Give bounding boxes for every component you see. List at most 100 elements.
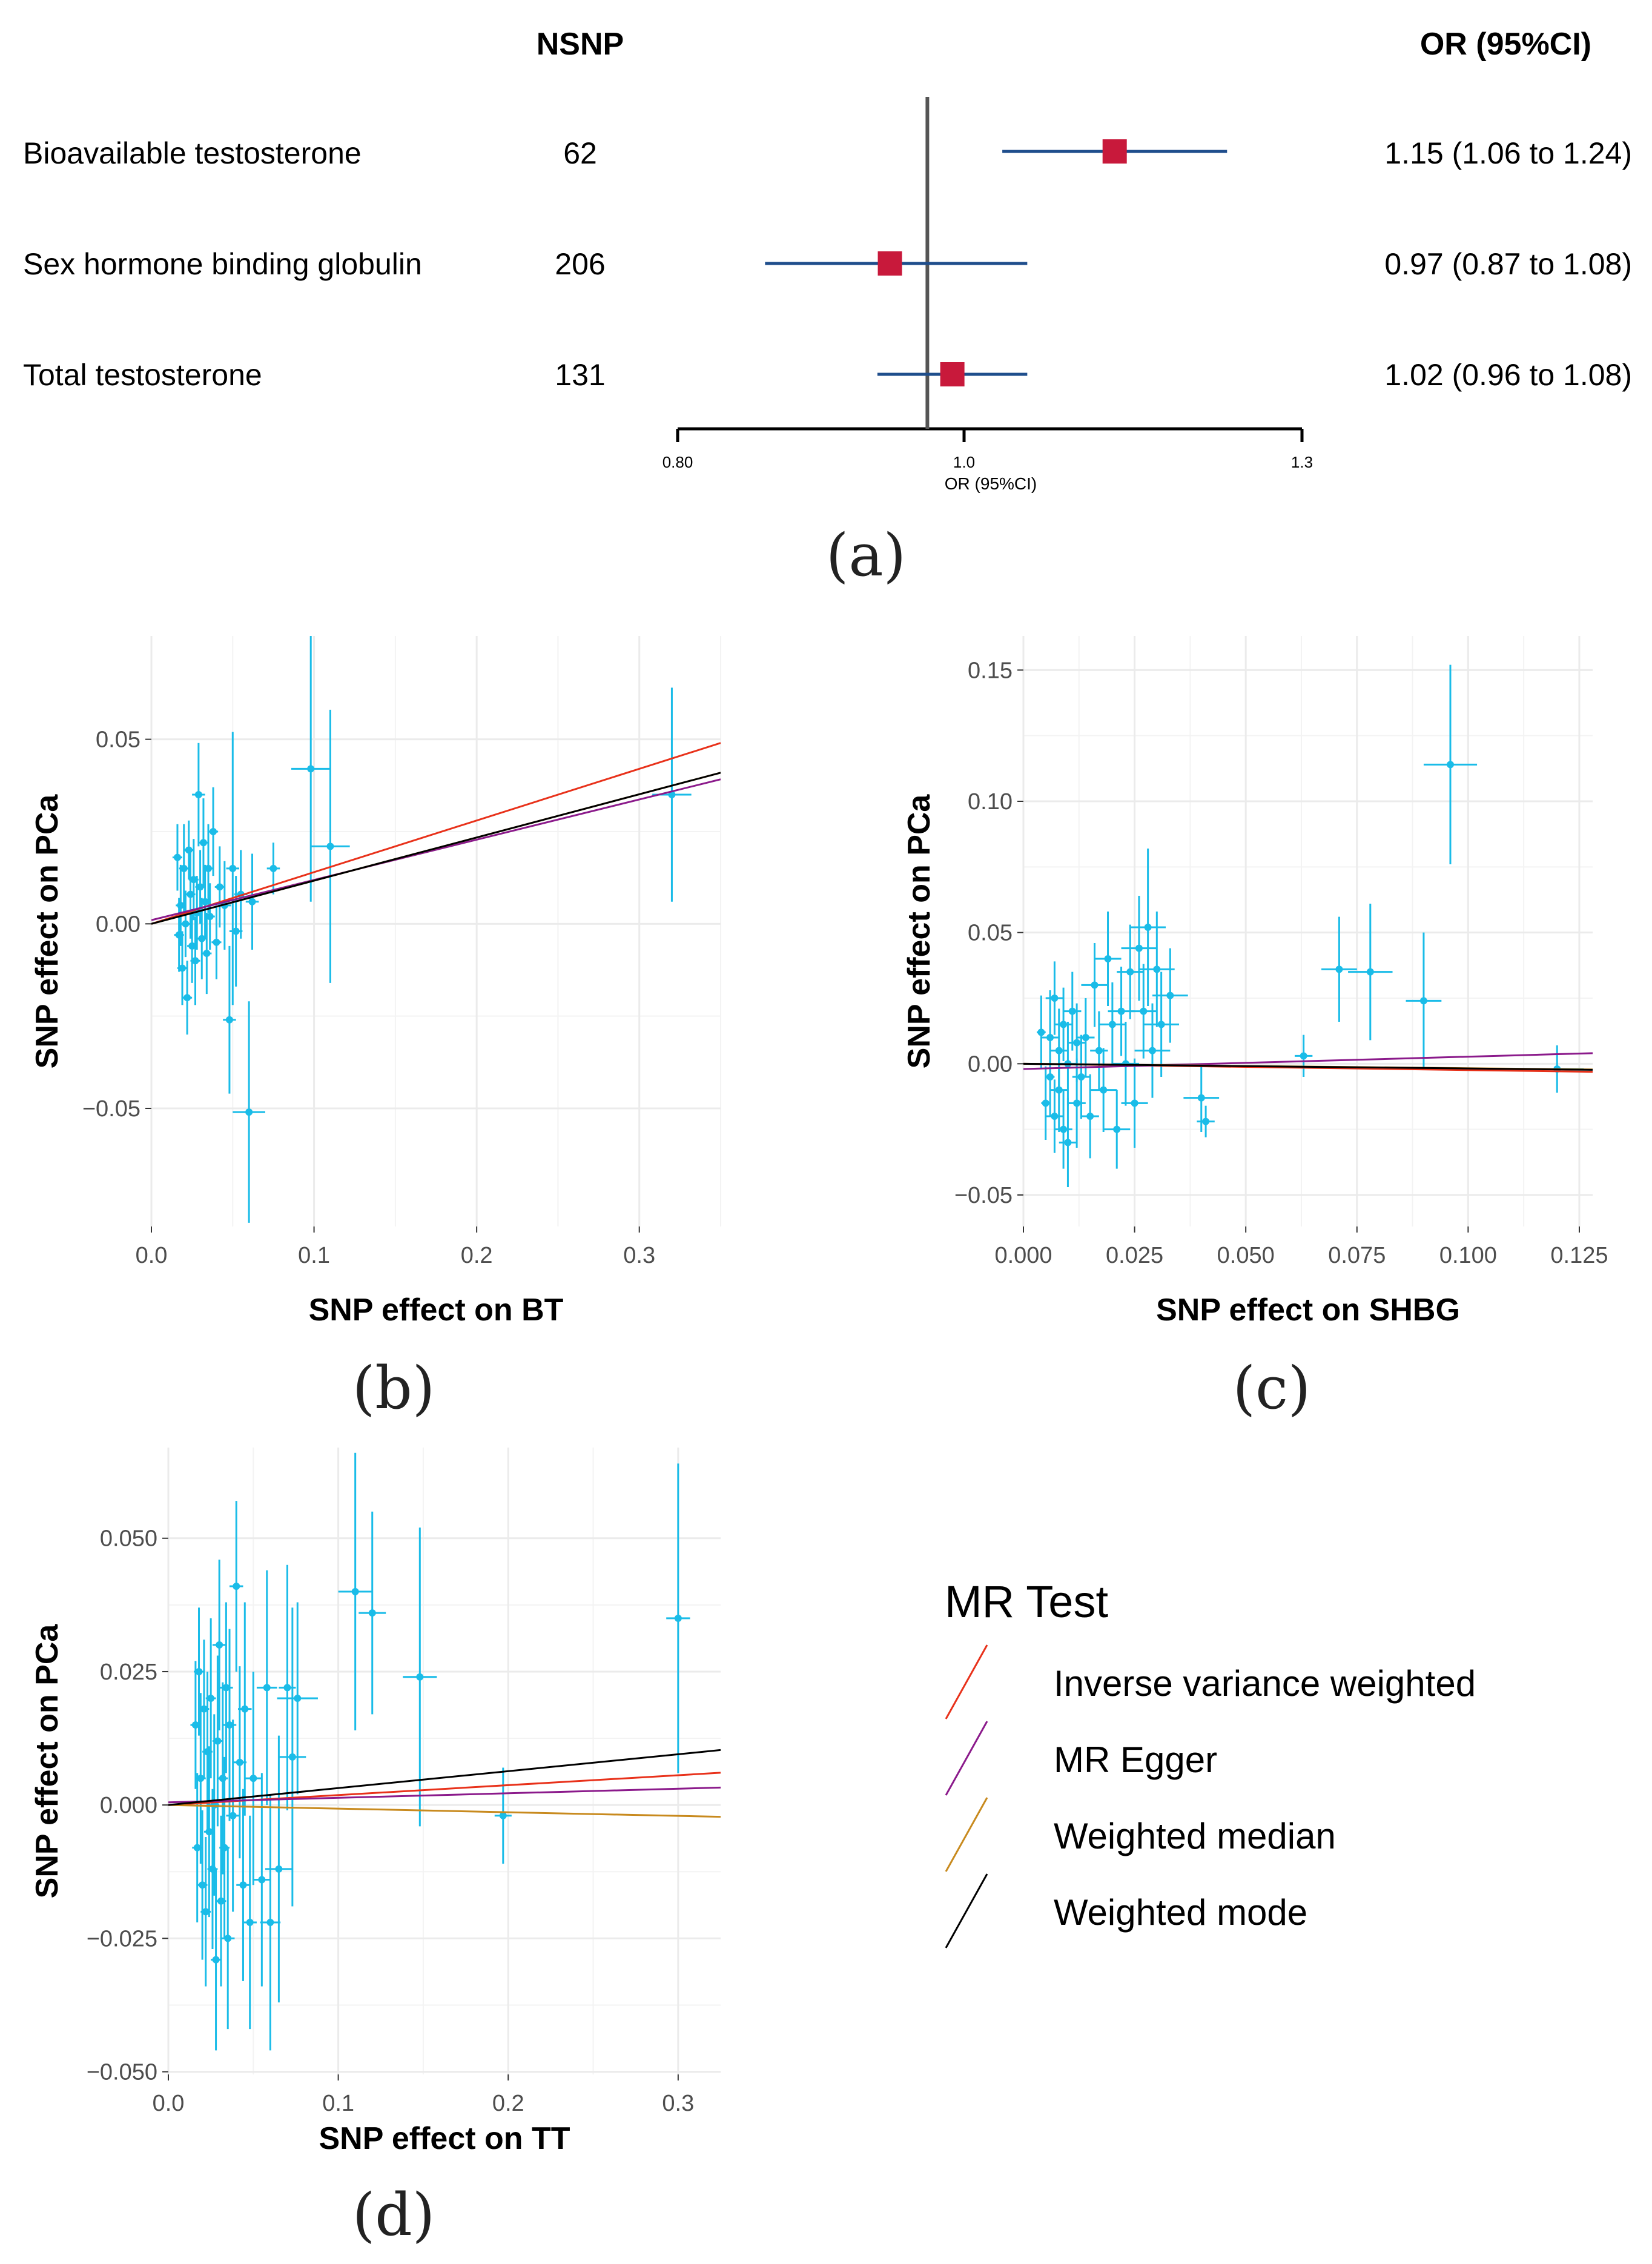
forest-row-or-3: 1.02 (0.96 to 1.08) xyxy=(1384,358,1632,392)
x-tick-label: 0.125 xyxy=(1550,1243,1608,1268)
y-tick-label: 0.05 xyxy=(968,921,1013,946)
data-point xyxy=(1153,965,1161,973)
forest-tick-label-3: 1.3 xyxy=(1291,453,1313,471)
data-point xyxy=(183,994,191,1002)
data-point xyxy=(202,1908,210,1916)
data-point xyxy=(203,950,211,958)
mr-line-wmode xyxy=(168,1749,721,1806)
data-point xyxy=(217,1897,225,1905)
data-point xyxy=(1100,1086,1108,1094)
data-point xyxy=(239,1881,247,1889)
data-point xyxy=(1073,1039,1081,1047)
data-point xyxy=(1068,1007,1076,1015)
forest-header-nsnp: NSNP xyxy=(537,27,624,62)
x-axis-title: SNP effect on BT xyxy=(309,1293,564,1328)
x-tick-label: 0.025 xyxy=(1106,1243,1163,1268)
data-point xyxy=(185,846,193,854)
data-point xyxy=(1300,1052,1307,1060)
data-point xyxy=(1166,991,1174,999)
legend-key-ivw xyxy=(945,1644,988,1720)
forest-row-name-1: Bioavailable testosterone xyxy=(23,136,362,170)
x-tick-label: 0.3 xyxy=(623,1243,655,1268)
x-tick-label: 0.0 xyxy=(153,2091,185,2116)
forest-point-3 xyxy=(940,362,965,386)
data-point xyxy=(200,1705,208,1713)
data-point xyxy=(191,957,199,965)
data-point xyxy=(1051,1113,1059,1120)
data-point xyxy=(194,791,202,799)
y-tick-label: 0.050 xyxy=(100,1526,157,1552)
data-point xyxy=(229,1812,237,1819)
data-point xyxy=(187,890,194,898)
x-tick-label: 0.075 xyxy=(1328,1243,1386,1268)
data-point xyxy=(1197,1094,1205,1102)
data-point xyxy=(1117,1007,1125,1015)
data-point xyxy=(1144,924,1152,931)
y-tick-label: −0.050 xyxy=(87,2060,157,2085)
data-point xyxy=(288,1753,296,1761)
data-point xyxy=(216,1641,223,1649)
x-axis-title: SNP effect on TT xyxy=(319,2121,570,2156)
data-point xyxy=(207,1695,215,1702)
y-axis-title: SNP effect on PCa xyxy=(30,1624,65,1899)
x-tick-label: 0.000 xyxy=(994,1243,1052,1268)
data-point xyxy=(222,1684,230,1692)
data-point xyxy=(232,927,240,935)
x-tick-label: 0.0 xyxy=(136,1243,168,1268)
panel-label-c: (c) xyxy=(1233,1354,1311,1422)
data-point xyxy=(266,1918,274,1926)
data-point xyxy=(212,1956,220,1964)
forest-header-or: OR (95%CI) xyxy=(1420,27,1591,62)
data-point xyxy=(1077,1073,1085,1081)
data-point xyxy=(1046,1073,1054,1081)
data-point xyxy=(191,1721,199,1729)
data-point xyxy=(283,1684,291,1692)
data-point xyxy=(269,864,277,872)
x-tick-label: 0.1 xyxy=(322,2091,354,2116)
data-point xyxy=(206,913,214,921)
data-layer xyxy=(1023,664,1593,1187)
data-point xyxy=(1104,955,1112,962)
y-tick-label: −0.025 xyxy=(87,1926,157,1951)
data-point xyxy=(177,901,185,909)
data-point xyxy=(1060,1125,1068,1133)
forest-row-or-1: 1.15 (1.06 to 1.24) xyxy=(1384,136,1632,170)
data-point xyxy=(199,1881,206,1889)
data-point xyxy=(668,791,676,799)
data-point xyxy=(674,1614,682,1622)
data-point xyxy=(1131,1099,1138,1107)
data-point xyxy=(1148,1047,1156,1054)
legend-key-wmode xyxy=(945,1873,988,1948)
x-axis-title: SNP effect on SHBG xyxy=(1156,1293,1460,1328)
y-axis-title: SNP effect on PCa xyxy=(30,794,65,1069)
x-tick-label: 0.100 xyxy=(1439,1243,1497,1268)
data-point xyxy=(1073,1099,1081,1107)
data-point xyxy=(229,864,237,872)
forest-row-name-2: Sex hormone binding globulin xyxy=(23,247,422,281)
scatter-plot-tt: 0.0 0.1 0.2 0.3 −0.050 −0.025 0.000 0.025 0.050 S… xyxy=(30,1448,721,2156)
data-point xyxy=(249,1775,257,1782)
data-point xyxy=(225,1016,233,1024)
y-tick-label: 0.05 xyxy=(96,727,140,753)
data-point xyxy=(196,883,204,891)
legend-key-wmedian xyxy=(945,1797,988,1872)
data-point xyxy=(199,839,207,847)
data-point xyxy=(294,1695,302,1702)
data-point xyxy=(1135,944,1143,952)
data-point xyxy=(1042,1099,1049,1107)
data-point xyxy=(1037,1028,1045,1036)
data-point xyxy=(248,898,256,905)
y-tick-label: −0.05 xyxy=(82,1096,140,1122)
scatter-plot-bt: 0.0 0.1 0.2 0.3 −0.05 0.00 0.05 SNP effect on B… xyxy=(30,636,721,1328)
x-tick-label: 0.2 xyxy=(492,2091,524,2116)
data-point xyxy=(220,1844,228,1852)
legend-label-wmedian: Weighted median xyxy=(1054,1816,1336,1856)
data-point xyxy=(241,1705,249,1713)
data-point xyxy=(190,876,197,884)
data-point xyxy=(216,883,223,891)
x-tick-label: 0.2 xyxy=(461,1243,493,1268)
data-point xyxy=(179,964,187,972)
data-point xyxy=(188,942,196,950)
data-point xyxy=(1335,965,1343,973)
